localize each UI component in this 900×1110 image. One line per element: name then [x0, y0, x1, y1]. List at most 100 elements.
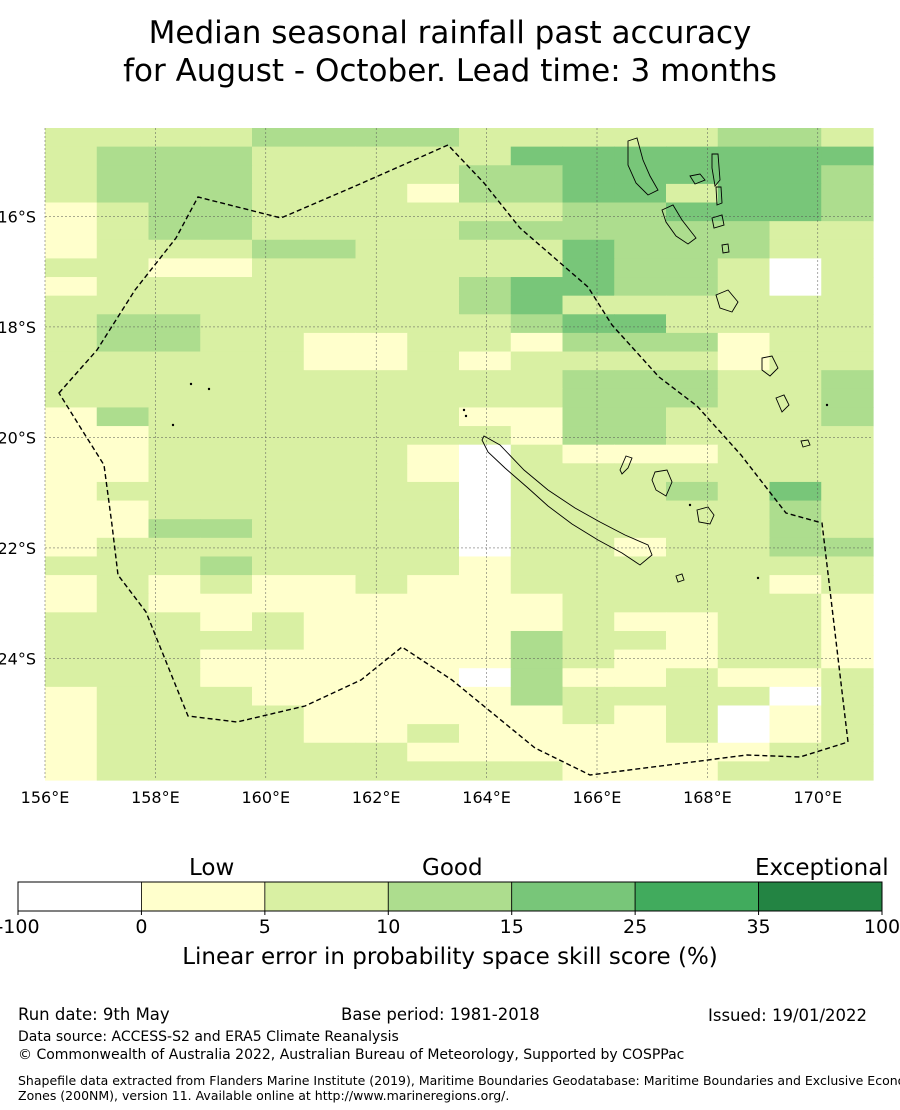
skill-cell [45, 183, 98, 204]
longitude-tick-label: 168°E [683, 788, 732, 807]
skill-cell [614, 388, 667, 409]
skill-cell [562, 183, 615, 204]
skill-cell [407, 630, 460, 651]
skill-cell [717, 146, 771, 166]
skill-cell [562, 742, 615, 762]
colorbar-caption: Linear error in probability space skill … [182, 944, 718, 970]
skill-cell [614, 705, 667, 725]
skill-cell [355, 128, 408, 148]
skill-cell [821, 202, 874, 222]
skill-cell [821, 128, 874, 148]
skill-cell [303, 295, 357, 315]
skill-cell [666, 686, 719, 707]
skill-cell [45, 332, 98, 353]
skill-cell [666, 593, 719, 613]
skill-cell [769, 593, 822, 613]
skill-cell [252, 705, 305, 725]
skill-cell [148, 146, 201, 166]
skill-cell [355, 351, 408, 371]
skill-cell [355, 519, 408, 539]
small-island [688, 503, 692, 507]
skill-cell [717, 221, 771, 241]
skill-cell [407, 146, 460, 166]
skill-cell [717, 575, 771, 595]
skill-cell [769, 202, 822, 222]
skill-cell [200, 519, 253, 539]
skill-cell [666, 668, 719, 688]
skill-cell [769, 407, 822, 427]
skill-cell [407, 575, 460, 595]
skill-cell [614, 295, 667, 315]
latitude-tick-label: 20°S [0, 428, 36, 447]
skill-cell [769, 295, 822, 315]
skill-cell [148, 277, 201, 297]
skill-cell [562, 258, 615, 278]
skill-cell [562, 556, 615, 576]
longitude-tick-label: 158°E [131, 788, 180, 807]
longitude-tick-label: 156°E [21, 788, 70, 807]
skill-cell [614, 649, 667, 669]
longitude-tick-label: 160°E [241, 788, 290, 807]
skill-cell [717, 295, 771, 315]
skill-cell [252, 277, 305, 297]
skill-cell [96, 165, 150, 185]
skill-cell [45, 463, 98, 483]
latitude-tick-label: 16°S [0, 207, 36, 226]
skill-cell [459, 332, 512, 353]
skill-cell [96, 221, 150, 241]
skill-cell [614, 630, 667, 651]
run-date: Run date: 9th May [18, 1005, 170, 1024]
skill-cell [303, 593, 357, 613]
skill-cell [666, 165, 719, 185]
skill-cell [252, 668, 305, 688]
skill-cell [717, 444, 771, 464]
colorbar-tick-label: 100 [864, 916, 900, 938]
skill-cell [562, 537, 615, 558]
axis-labels: 156°E 158°E 160°E 162°E 164°E 166°E 168°E 170°E… [0, 207, 842, 807]
skill-cell [769, 519, 822, 539]
skill-cell [45, 277, 98, 297]
skill-cell [148, 351, 201, 371]
skill-cell [769, 277, 822, 297]
skill-cell [148, 537, 201, 558]
skill-cell [45, 761, 98, 781]
ouvea-island-outline [619, 455, 633, 475]
skill-cell [45, 686, 98, 707]
skill-cell [148, 128, 201, 148]
skill-cell [96, 630, 150, 651]
skill-cell [717, 370, 771, 390]
skill-cell [510, 705, 564, 725]
colorbar-segment [634, 881, 759, 912]
skill-cell [252, 519, 305, 539]
skill-cell [562, 128, 615, 148]
skill-cell [562, 575, 615, 595]
skill-cell [510, 202, 564, 222]
skill-cell [45, 314, 98, 334]
skill-cell [407, 668, 460, 688]
skill-cell [303, 221, 357, 241]
skill-cell [355, 612, 408, 632]
skill-cell [614, 575, 667, 595]
skill-cell [666, 463, 719, 483]
skill-cell [45, 537, 98, 558]
skill-cell [459, 649, 512, 669]
skill-cell [821, 481, 874, 502]
skill-cell [717, 202, 771, 222]
skill-cell [562, 314, 615, 334]
skill-cell [769, 388, 822, 409]
skill-cell [510, 258, 564, 278]
skill-cell [148, 519, 201, 539]
skill-cell [769, 426, 822, 446]
skill-cell [252, 370, 305, 390]
skill-cell [562, 481, 615, 502]
ambrym-outline [711, 214, 725, 229]
skill-cell [96, 128, 150, 148]
skill-cell [303, 146, 357, 166]
skill-cell [355, 742, 408, 762]
skill-cell [459, 463, 512, 483]
skill-cell [562, 295, 615, 315]
skill-cell [562, 165, 615, 185]
skill-cell [459, 742, 512, 762]
skill-cell [96, 556, 150, 576]
